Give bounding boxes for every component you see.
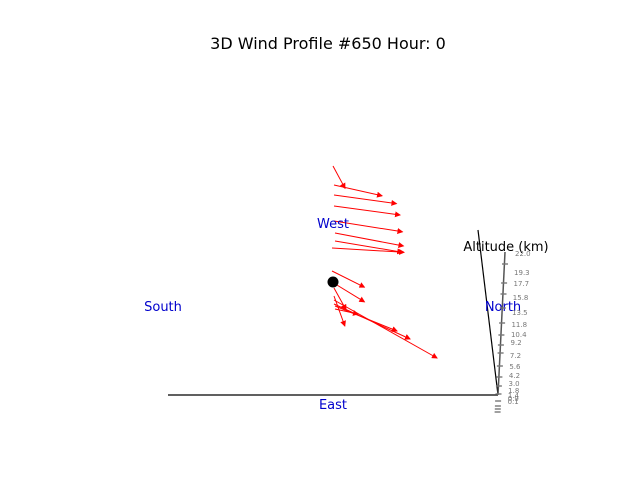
compass-label-west: West xyxy=(317,217,349,232)
altitude-tick-label: 22.0 xyxy=(515,250,531,258)
altitude-tick-label: 1.8 xyxy=(508,387,519,395)
wind-vector-9 xyxy=(331,270,366,288)
wind-vector-3 xyxy=(333,194,398,206)
wind-vector-4 xyxy=(333,205,401,218)
chart-title: 3D Wind Profile #650 Hour: 0 xyxy=(210,34,446,53)
origin-marker xyxy=(327,276,339,288)
altitude-tick-label: 4.2 xyxy=(509,372,520,380)
wind-vector-1 xyxy=(332,165,346,190)
wind-vector-lower-4 xyxy=(334,308,359,316)
wind-vector-lower-3 xyxy=(334,305,398,332)
altitude-tick-label: 15.8 xyxy=(513,294,529,302)
altitude-tick-label: 0.9 xyxy=(508,395,519,403)
altitude-tick-label: 7.2 xyxy=(510,352,521,360)
altitude-tick-label: 1.4 xyxy=(508,392,520,400)
wind-vector-lower-1 xyxy=(333,299,438,359)
altitude-tick-label: 5.6 xyxy=(509,363,521,371)
altitude-scale: 22.0 19.3 17.7 15.8 13.5 11.8 10.49.2 7.2 5.64.2… xyxy=(494,250,531,413)
altitude-tick-label: 0.1 xyxy=(508,398,519,406)
altitude-tick-label: 3.0 xyxy=(509,380,520,388)
wind-vector-group xyxy=(331,165,438,359)
compass-label-east: East xyxy=(319,398,347,413)
altitude-tick-label: 13.5 xyxy=(512,309,528,317)
wind-vector-7 xyxy=(334,240,404,255)
wind-vector-lower-2 xyxy=(333,303,411,340)
wind-vector-5 xyxy=(333,220,404,234)
altitude-tick-label: 17.7 xyxy=(514,280,530,288)
compass-label-south: South xyxy=(144,300,182,315)
wind-vector-2 xyxy=(333,184,383,198)
altitude-tick-label: 11.8 xyxy=(511,321,527,329)
wind-vector-6 xyxy=(334,232,405,249)
wind-vector-8 xyxy=(331,247,405,255)
altitude-axis-title: Altitude (km) xyxy=(463,240,548,255)
altitude-tick-label: 9.2 xyxy=(511,339,522,347)
altitude-tick-label: 19.3 xyxy=(514,269,530,277)
altitude-axis-line xyxy=(477,229,499,396)
altitude-tick-label: 10.4 xyxy=(511,331,527,339)
